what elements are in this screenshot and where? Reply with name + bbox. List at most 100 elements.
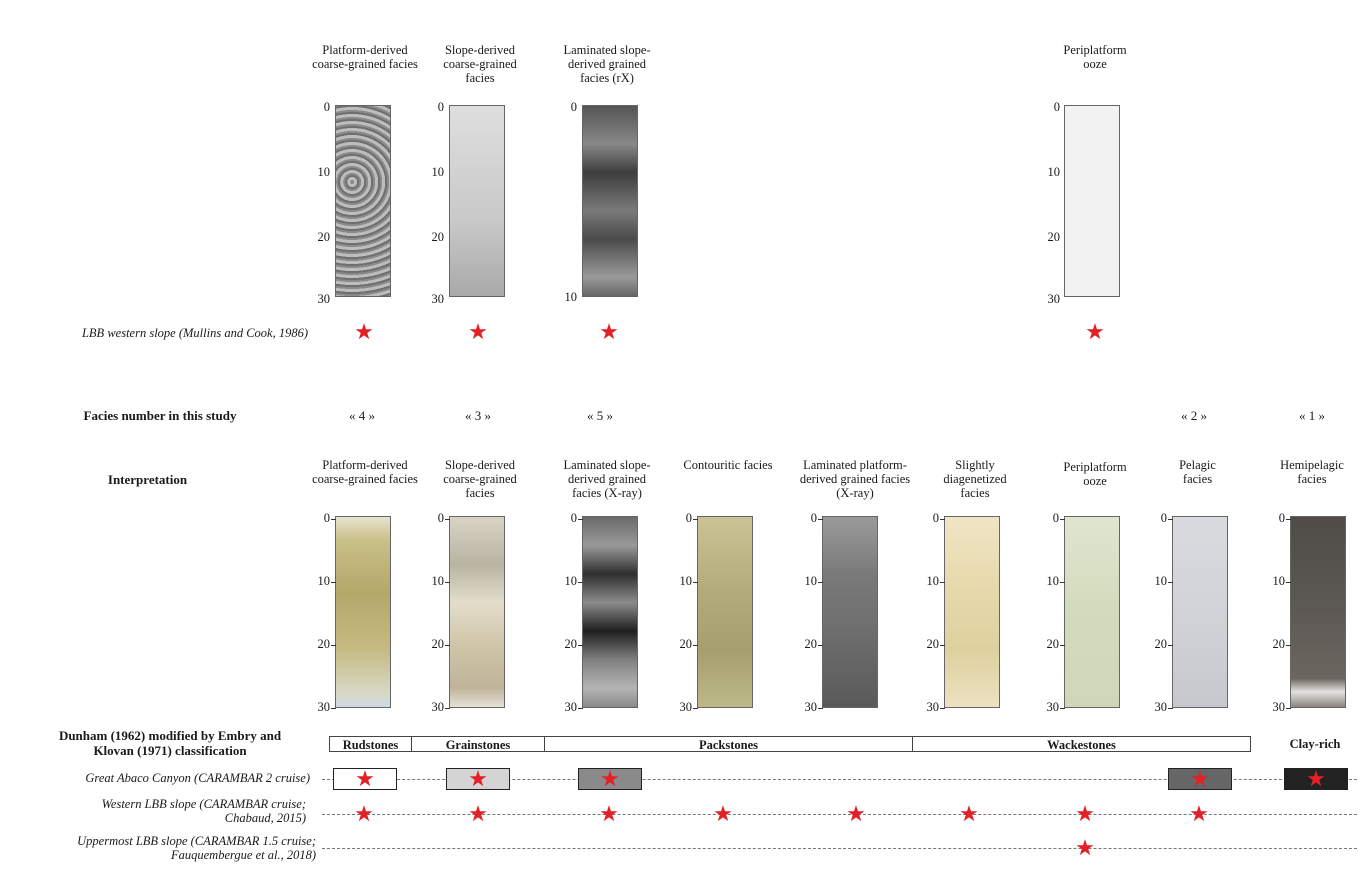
star-icon: ★ (1075, 835, 1095, 860)
scale-tick-label: 30 (564, 700, 578, 714)
scale-tick-mark (693, 645, 698, 646)
scale-tick-label: 20 (679, 637, 693, 651)
scale-tick-mark (578, 582, 583, 583)
scale-tick-mark (1060, 582, 1065, 583)
row-label-great-abaco: Great Abaco Canyon (CARAMBAR 2 cruise) (85, 771, 310, 785)
scale-tick-label: 0 (437, 511, 444, 525)
scale-tick-label: 30 (1272, 700, 1286, 714)
scale-tick-mark (818, 645, 823, 646)
core-bottom-7 (1064, 516, 1120, 708)
scale-tick-mark (818, 582, 823, 583)
core-bottom-2 (449, 516, 505, 708)
scale-tick-label: 30 (926, 700, 940, 714)
class-grainstones: Grainstones (411, 736, 545, 752)
star-icon: ★ (1190, 766, 1210, 791)
scale-tick-mark (693, 519, 698, 520)
star-icon: ★ (355, 766, 375, 791)
facies-number-5: « 5 » (587, 408, 613, 423)
scale-tick-mark (693, 708, 698, 709)
scale-tick-mark (940, 519, 945, 520)
star-icon: ★ (1075, 801, 1095, 826)
star-icon: ★ (1306, 766, 1326, 791)
scale-tick-label: 30 (431, 700, 445, 714)
scale-tick-label: 0 (570, 511, 577, 525)
scale-tick-label: 0 (932, 511, 939, 525)
star-icon: ★ (468, 319, 488, 344)
scale-tick-label: 0 (1160, 511, 1167, 525)
scale-tick-mark (818, 519, 823, 520)
scale-tick-mark (1286, 582, 1291, 583)
core-top-periplatform (1064, 105, 1120, 297)
scale-tick-label: 20 (804, 637, 818, 651)
scale-tick-mark (578, 708, 583, 709)
scale-tick-mark (331, 708, 336, 709)
bottom-header-3: Laminated slope- derived grained facies … (563, 458, 651, 500)
scale-tick-label: 10 (1154, 574, 1168, 588)
scale-tick-mark (1286, 645, 1291, 646)
top-header-platform: Platform-derived coarse-grained facies (312, 43, 418, 71)
scale-tick-label: 0 (810, 511, 817, 525)
row-label-western-lbb: Western LBB slope (CARAMBAR cruise; Chab… (101, 797, 306, 825)
star-icon: ★ (1085, 319, 1105, 344)
star-icon: ★ (468, 801, 488, 826)
core-top-slope (449, 105, 505, 297)
core-bottom-8 (1172, 516, 1228, 708)
scale-tick-mark (1168, 645, 1173, 646)
scale-tick-label: 30 (1154, 700, 1168, 714)
facies-number-4: « 4 » (349, 408, 375, 423)
scale-tick-label: 10 (679, 574, 693, 588)
scale-tick-mark (693, 582, 698, 583)
core-bottom-9 (1290, 516, 1346, 708)
box-clay (1284, 768, 1348, 790)
facies-number-label: Facies number in this study (83, 408, 237, 423)
star-icon: ★ (354, 801, 374, 826)
facies-number-2: « 2 » (1181, 408, 1207, 423)
star-icon: ★ (354, 319, 374, 344)
scale-tick-mark (1168, 519, 1173, 520)
bottom-header-7: Periplatform ooze (1063, 460, 1127, 488)
scale-tick-label: 0 (685, 511, 692, 525)
scale-tick-mark (445, 582, 450, 583)
scale-tick-label: 20 (926, 637, 940, 651)
star-icon: ★ (600, 766, 620, 791)
scale-tick-mark (1168, 582, 1173, 583)
scale-tick-mark (445, 645, 450, 646)
scale-tick-mark (1060, 708, 1065, 709)
star-icon: ★ (468, 766, 488, 791)
bottom-header-8: Pelagic facies (1179, 458, 1216, 486)
star-icon: ★ (1189, 801, 1209, 826)
scale-tick-mark (940, 582, 945, 583)
scale-tick-mark (940, 645, 945, 646)
scale-tick-label: 10 (926, 574, 940, 588)
facies-number-3: « 3 » (465, 408, 491, 423)
scale-tick-mark (578, 519, 583, 520)
star-icon: ★ (959, 801, 979, 826)
scale-tick-label: 20 (564, 637, 578, 651)
scale-tick-mark (445, 519, 450, 520)
top-header-laminated: Laminated slope- derived grained facies … (563, 43, 651, 85)
scale-tick-mark (331, 582, 336, 583)
scale-tick-label: 30 (1046, 700, 1060, 714)
scale-tick-mark (331, 519, 336, 520)
bottom-header-6: Slightly diagenetized facies (943, 458, 1007, 500)
star-icon: ★ (599, 801, 619, 826)
row-label-uppermost-lbb: Uppermost LBB slope (CARAMBAR 1.5 cruise… (77, 834, 316, 862)
facies-number-1: « 1 » (1299, 408, 1325, 423)
bottom-header-5: Laminated platform- derived grained faci… (799, 458, 911, 500)
lbb-western-label: LBB western slope (Mullins and Cook, 198… (81, 326, 308, 340)
star-icon: ★ (846, 801, 866, 826)
core-bottom-3 (582, 516, 638, 708)
scale-tick-label: 10 (317, 574, 331, 588)
scale-tick-mark (1286, 519, 1291, 520)
bottom-header-1: Platform-derived coarse-grained facies (312, 458, 418, 486)
star-icon: ★ (713, 801, 733, 826)
core-bottom-4 (697, 516, 753, 708)
class-packstones: Packstones (544, 736, 913, 752)
interpretation-label: Interpretation (107, 472, 188, 487)
scale-tick-mark (1060, 645, 1065, 646)
class-rudstones: Rudstones (329, 736, 412, 752)
scale-tick-mark (1060, 519, 1065, 520)
scale-tick-label: 0 (1052, 511, 1059, 525)
star-icon: ★ (599, 319, 619, 344)
